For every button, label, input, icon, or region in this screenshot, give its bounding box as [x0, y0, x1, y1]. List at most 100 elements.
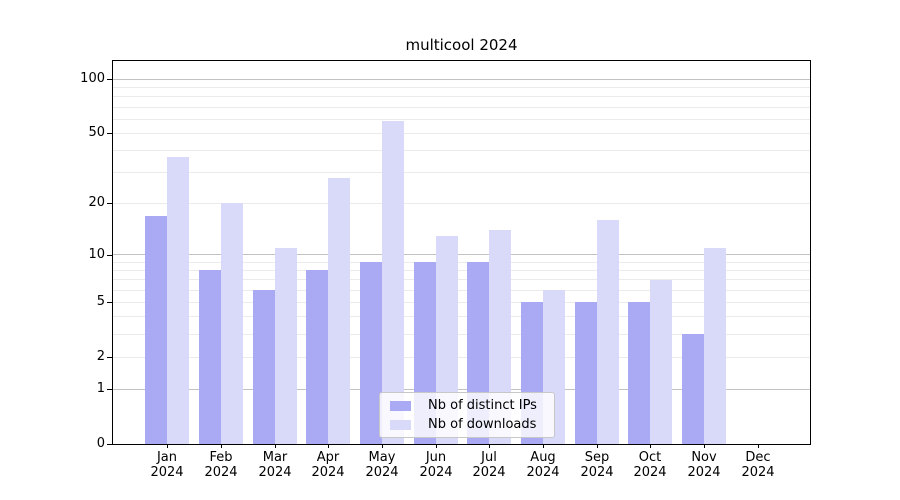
x-tick-year: 2024	[150, 465, 184, 480]
x-tick-label-nov: Nov 2024	[664, 450, 744, 480]
bar-downloads-apr	[328, 178, 350, 444]
x-tick-month: Nov	[691, 450, 717, 465]
gridline-minor	[113, 203, 810, 204]
x-tick-year: 2024	[258, 465, 292, 480]
gridline-minor	[113, 87, 810, 88]
x-tick-label-aug: Aug 2024	[503, 450, 583, 480]
gridline-minor	[113, 316, 810, 317]
gridline-minor	[113, 279, 810, 280]
x-tick-month: Mar	[262, 450, 288, 465]
gridline-minor	[113, 334, 810, 335]
x-tick-month: Jul	[481, 450, 497, 465]
y-tick-label-100: 100	[80, 71, 105, 86]
gridline-minor	[113, 302, 810, 303]
x-tick-year: 2024	[633, 465, 667, 480]
y-tick-mark	[107, 389, 112, 390]
x-tick-month: Oct	[638, 450, 662, 465]
bar-downloads-sep	[597, 220, 619, 444]
x-tick-mark	[704, 444, 705, 448]
x-tick-mark	[221, 444, 222, 448]
bar-downloads-nov	[704, 248, 726, 444]
gridline-major	[113, 79, 810, 80]
x-tick-mark	[597, 444, 598, 448]
bar-downloads-jul	[489, 230, 511, 444]
y-tick-mark	[107, 133, 112, 134]
legend-label: Nb of downloads	[428, 417, 537, 432]
bar-ips-apr	[306, 270, 328, 444]
x-tick-month: Aug	[530, 450, 556, 465]
legend-swatch-distinct-ips	[390, 400, 411, 411]
gridline-minor	[113, 270, 810, 271]
x-tick-mark	[382, 444, 383, 448]
x-tick-label-mar: Mar 2024	[235, 450, 315, 480]
x-tick-mark	[436, 444, 437, 448]
x-tick-mark	[328, 444, 329, 448]
x-tick-mark	[275, 444, 276, 448]
legend-item-downloads: Nb of downloads	[386, 415, 548, 434]
x-tick-label-apr: Apr 2024	[288, 450, 368, 480]
bar-ips-may	[360, 262, 382, 444]
y-tick-mark	[107, 255, 112, 256]
x-tick-month: May	[368, 450, 396, 465]
gridline-minor	[113, 357, 810, 358]
y-tick-label-5: 5	[96, 294, 105, 309]
x-tick-year: 2024	[311, 465, 345, 480]
gridline-minor	[113, 107, 810, 108]
bar-downloads-may	[382, 121, 404, 444]
legend-item-distinct-ips: Nb of distinct IPs	[386, 396, 548, 415]
chart-title: multicool 2024	[405, 36, 518, 54]
x-tick-month: Jun	[425, 450, 447, 465]
legend-label: Nb of distinct IPs	[428, 398, 537, 413]
x-tick-label-jun: Jun 2024	[396, 450, 476, 480]
bar-ips-mar	[253, 290, 275, 444]
gridline-minor	[113, 96, 810, 97]
x-tick-label-oct: Oct 2024	[610, 450, 690, 480]
x-tick-mark	[543, 444, 544, 448]
x-tick-year: 2024	[204, 465, 238, 480]
x-tick-mark	[758, 444, 759, 448]
gridline-minor	[113, 172, 810, 173]
gridline-major	[113, 254, 810, 255]
x-tick-month: Dec	[745, 450, 771, 465]
gridline-minor	[113, 119, 810, 120]
y-tick-mark	[107, 302, 112, 303]
x-tick-mark	[650, 444, 651, 448]
x-tick-label-jan: Jan 2024	[127, 450, 207, 480]
x-tick-month: Jan	[156, 450, 178, 465]
x-tick-year: 2024	[419, 465, 453, 480]
bar-downloads-mar	[275, 248, 297, 444]
x-tick-month: Apr	[316, 450, 340, 465]
x-tick-year: 2024	[741, 465, 775, 480]
bar-ips-oct	[628, 302, 650, 444]
bar-downloads-jan	[167, 157, 189, 444]
y-tick-label-20: 20	[88, 195, 105, 210]
x-tick-year: 2024	[687, 465, 721, 480]
gridline-minor	[113, 262, 810, 263]
x-tick-label-sep: Sep 2024	[557, 450, 637, 480]
bar-ips-jan	[145, 216, 167, 444]
x-tick-label-dec: Dec 2024	[718, 450, 798, 480]
x-tick-label-may: May 2024	[342, 450, 422, 480]
x-tick-year: 2024	[472, 465, 506, 480]
x-tick-year: 2024	[365, 465, 399, 480]
y-tick-mark	[107, 444, 112, 445]
gridline-minor	[113, 133, 810, 134]
x-tick-label-jul: Jul 2024	[449, 450, 529, 480]
bar-ips-sep	[575, 302, 597, 444]
x-tick-label-feb: Feb 2024	[181, 450, 261, 480]
y-tick-label-50: 50	[88, 125, 105, 140]
x-tick-month: Feb	[209, 450, 233, 465]
gridline-major	[113, 389, 810, 390]
bar-downloads-feb	[221, 203, 243, 444]
x-tick-month: Sep	[584, 450, 610, 465]
bar-downloads-oct	[650, 280, 672, 444]
gridline-minor	[113, 150, 810, 151]
legend-swatch-downloads	[390, 419, 411, 430]
y-tick-label-0: 0	[96, 436, 105, 451]
x-tick-mark	[167, 444, 168, 448]
x-tick-mark	[489, 444, 490, 448]
y-tick-mark	[107, 79, 112, 80]
plot-area: Nb of distinct IPs Nb of downloads	[112, 60, 811, 445]
y-tick-label-2: 2	[96, 349, 105, 364]
